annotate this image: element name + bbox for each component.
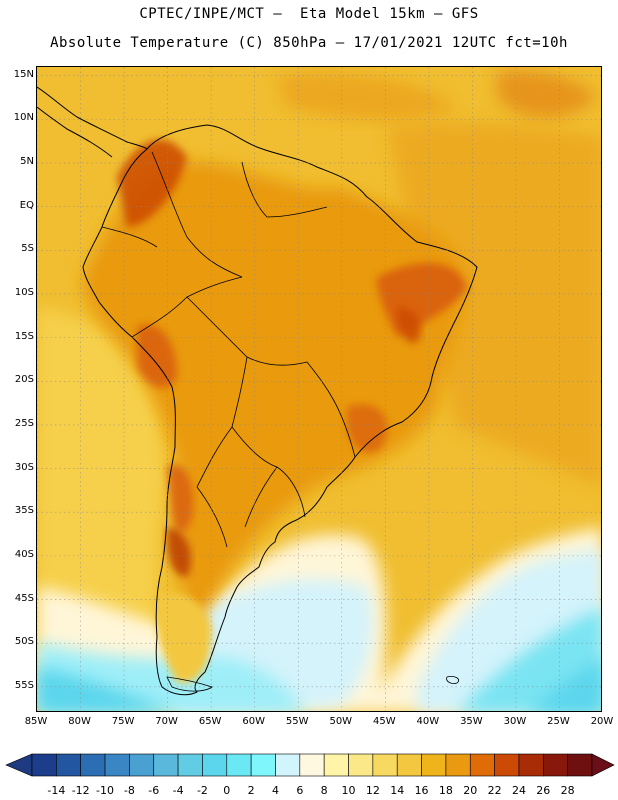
longitude-tick-label: 60W [242, 716, 265, 727]
south-america-coastline [82, 124, 478, 696]
colorbar-tick-label: -2 [196, 784, 208, 797]
latitude-tick-label: 35S [14, 505, 34, 517]
colorbar-tick-label: -12 [71, 784, 90, 797]
colorbar-tick-label: 4 [271, 784, 279, 797]
colorbar-tick-label: -10 [96, 784, 115, 797]
longitude-tick-label: 65W [198, 716, 222, 727]
temperature-map [36, 66, 602, 712]
colorbar-swatch [323, 753, 349, 777]
longitude-tick-label: 75W [111, 716, 135, 727]
patagonia-field [155, 593, 212, 683]
latitude-tick-label: 10S [14, 286, 34, 298]
longitude-tick-label: 20W [590, 716, 614, 727]
colorbar-swatch [80, 753, 106, 777]
colorbar-tick-label: -14 [47, 784, 66, 797]
latitude-tick-label: 15S [14, 330, 34, 342]
colorbar-swatch [567, 753, 593, 777]
colorbar-tick-label: 10 [341, 784, 356, 797]
colorbar-swatch [104, 753, 130, 777]
latitude-tick-label: 20S [14, 374, 34, 386]
longitude-tick-label: 30W [503, 716, 527, 727]
colorbar-swatch [226, 753, 252, 777]
latitude-tick-label: EQ [19, 199, 34, 211]
atlantic-warm-field [387, 122, 601, 487]
longitude-tick-label: 40W [416, 716, 440, 727]
colorbar-swatch [421, 753, 447, 777]
latitude-tick-label: 15N [13, 68, 34, 80]
longitude-tick-label: 85W [24, 716, 48, 727]
colorbar-tick-label: -4 [172, 784, 184, 797]
colorbar-swatch [469, 753, 495, 777]
longitude-tick-label: 45W [372, 716, 396, 727]
colorbar-swatch [129, 753, 155, 777]
colorbar-tick-label: 2 [247, 784, 255, 797]
colorbar-swatch [56, 753, 81, 777]
colorbar-tick-label: 6 [296, 784, 304, 797]
latitude-tick-label: 5S [21, 243, 34, 255]
country-borders [101, 151, 356, 548]
colorbar-swatch [348, 753, 374, 777]
colorbar-tick-label: 24 [511, 784, 526, 797]
colorbar-swatch [543, 753, 568, 777]
longitude-tick-label: 70W [155, 716, 178, 727]
colorbar-tick-label: 14 [390, 784, 405, 797]
colorbar-swatch [445, 753, 471, 777]
colorbar-tick-label: -8 [123, 784, 135, 797]
colorbar-swatch [396, 753, 422, 777]
longitude-tick-label: 25W [547, 716, 570, 727]
latitude-tick-label: 10N [13, 112, 34, 124]
colorbar-swatch [275, 753, 301, 777]
tierra-del-fuego [166, 676, 213, 692]
latitude-tick-label: 25S [14, 417, 34, 429]
longitude-tick-label: 35W [460, 716, 483, 727]
colorbar-tick-label: 26 [536, 784, 551, 797]
map-title-source: CPTEC/INPE/MCT – Eta Model 15km – GFS [139, 6, 479, 22]
colorbar-swatch [518, 753, 544, 777]
central-america-coastline [37, 86, 148, 150]
latitude-tick-label: 45S [14, 592, 34, 604]
colorbar-tick-label: 20 [463, 784, 478, 797]
colorbar-high-arrow [591, 753, 615, 777]
colorbar-swatch [299, 753, 325, 777]
colorbar-tick-label: 28 [560, 784, 575, 797]
caribbean-warm-field [277, 73, 457, 121]
colorbar-swatch [250, 753, 276, 777]
colorbar-tick-label: 8 [320, 784, 328, 797]
longitude-tick-label: 50W [329, 716, 353, 727]
map-title-variable: Absolute Temperature (C) 850hPa – 17/01/… [50, 35, 568, 51]
colorbar-tick-label: -6 [148, 784, 160, 797]
colorbar-swatch [177, 753, 203, 777]
longitude-tick-label: 80W [68, 716, 91, 727]
colorbar-tick-label: 16 [414, 784, 429, 797]
colorbar-tick-label: 22 [487, 784, 502, 797]
colorbar-swatch [494, 753, 520, 777]
latitude-tick-label: 30S [14, 461, 34, 473]
falkland-islands [446, 676, 460, 684]
longitude-tick-label: 55W [285, 716, 309, 727]
colorbar-tick-label: 18 [438, 784, 453, 797]
colorbar-swatch [202, 753, 228, 777]
colorbar-swatch [153, 753, 179, 777]
latitude-tick-label: 50S [14, 636, 34, 648]
temperature-colorbar [5, 753, 615, 777]
colorbar-tick-label: 0 [223, 784, 231, 797]
colorbar-tick-label: 12 [365, 784, 380, 797]
colorbar-swatch [372, 753, 398, 777]
colorbar-swatch [31, 753, 57, 777]
colorbar-low-arrow [5, 753, 33, 777]
latitude-tick-label: 5N [20, 156, 34, 168]
latitude-tick-label: 55S [14, 679, 34, 691]
continent-warm-field [82, 161, 468, 627]
latitude-tick-label: 40S [14, 548, 34, 560]
